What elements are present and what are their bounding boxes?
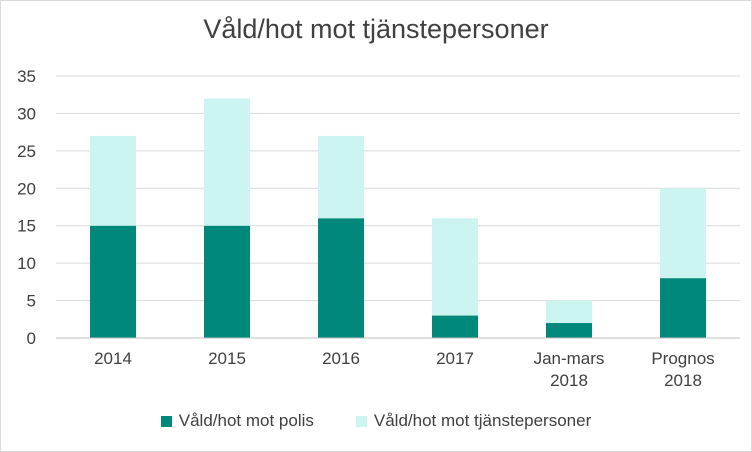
x-tick-label-3-0: 2017 bbox=[436, 349, 474, 368]
legend-label-tjanstepersoner: Våld/hot mot tjänstepersoner bbox=[373, 411, 592, 430]
x-tick-label-2-0: 2016 bbox=[322, 349, 360, 368]
chart-legend: Våld/hot mot polis Våld/hot mot tjänstep… bbox=[0, 411, 752, 431]
legend-item-polis: Våld/hot mot polis bbox=[160, 411, 314, 431]
bar-polis-0 bbox=[90, 225, 136, 338]
y-tick-label-10: 10 bbox=[17, 254, 36, 273]
bar-tjanstepersoner-2 bbox=[318, 135, 364, 219]
bar-tjanstepersoner-0 bbox=[90, 135, 136, 226]
legend-swatch-polis bbox=[160, 415, 172, 427]
bar-tjanstepersoner-5 bbox=[660, 188, 706, 279]
x-tick-label-0-0: 2014 bbox=[94, 349, 132, 368]
y-tick-label-0: 0 bbox=[27, 329, 36, 348]
y-tick-label-20: 20 bbox=[17, 179, 36, 198]
bar-polis-1 bbox=[204, 225, 250, 338]
legend-swatch-tjanstepersoner bbox=[355, 415, 367, 427]
x-tick-label-1-0: 2015 bbox=[208, 349, 246, 368]
x-tick-label-5-0: Prognos bbox=[651, 349, 714, 368]
bar-polis-5 bbox=[660, 278, 706, 338]
y-tick-label-35: 35 bbox=[17, 67, 36, 86]
legend-item-tjanstepersoner: Våld/hot mot tjänstepersoner bbox=[355, 411, 592, 431]
x-tick-label-4-1: 2018 bbox=[550, 371, 588, 390]
bar-polis-2 bbox=[318, 218, 364, 338]
y-tick-label-25: 25 bbox=[17, 142, 36, 161]
bar-tjanstepersoner-3 bbox=[432, 218, 478, 316]
legend-label-polis: Våld/hot mot polis bbox=[178, 411, 314, 430]
y-tick-label-5: 5 bbox=[27, 292, 36, 311]
x-tick-label-5-1: 2018 bbox=[664, 371, 702, 390]
chart-title: Våld/hot mot tjänstepersoner bbox=[203, 14, 549, 44]
y-tick-label-15: 15 bbox=[17, 217, 36, 236]
x-tick-label-4-0: Jan-mars bbox=[534, 349, 605, 368]
bar-polis-3 bbox=[432, 315, 478, 338]
y-tick-label-30: 30 bbox=[17, 104, 36, 123]
bar-polis-4 bbox=[546, 323, 592, 338]
bar-tjanstepersoner-4 bbox=[546, 300, 592, 324]
bar-tjanstepersoner-1 bbox=[204, 98, 250, 226]
